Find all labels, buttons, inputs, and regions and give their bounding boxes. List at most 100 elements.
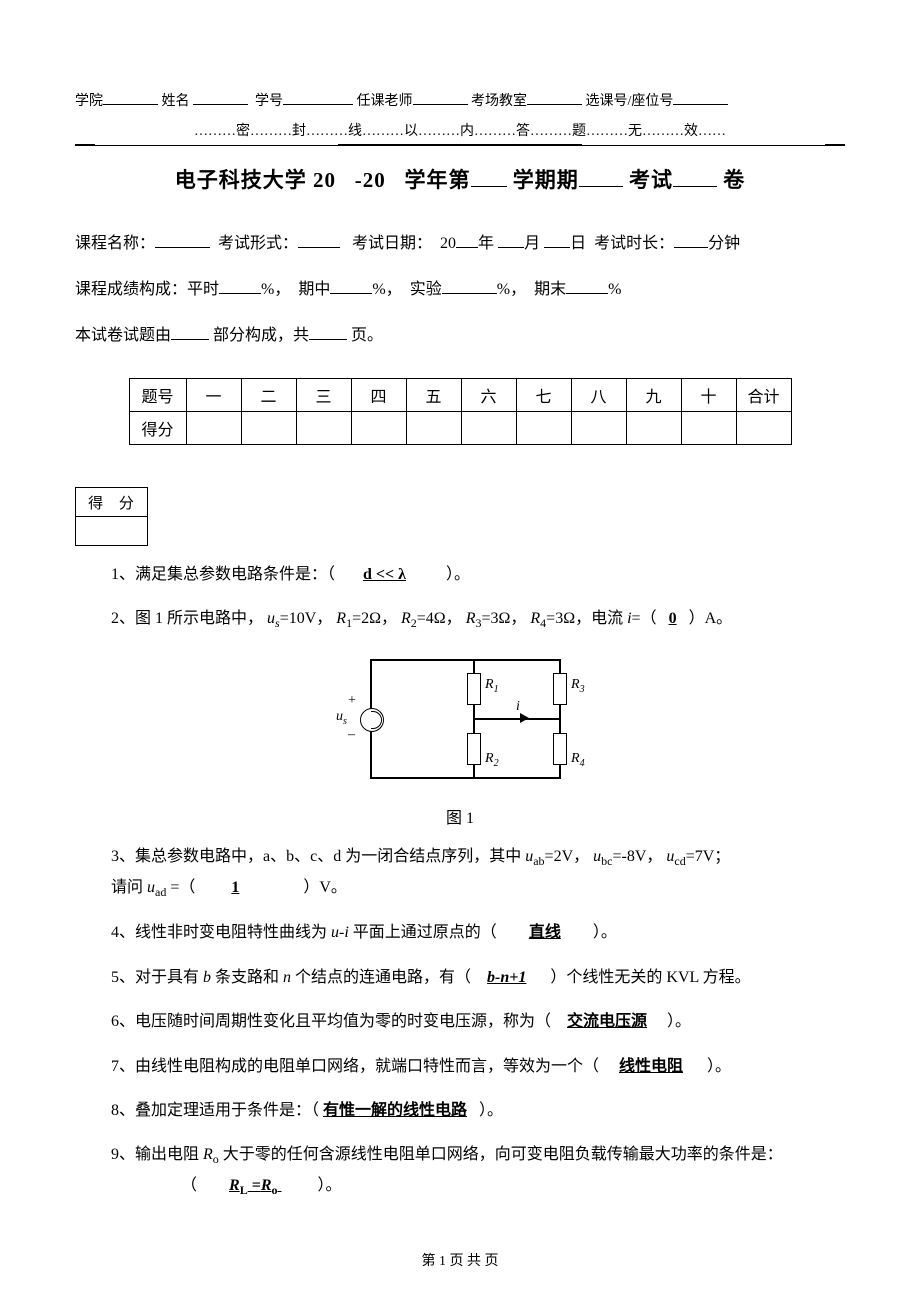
q2-text: 2、图 1 所示电路中， bbox=[111, 610, 263, 627]
q2-us-val: =10V， bbox=[280, 610, 333, 627]
q3-ubc-s: bc bbox=[601, 855, 612, 869]
meta-lab: 实验 bbox=[410, 281, 442, 298]
q3-answer: 1 bbox=[231, 879, 239, 896]
score-row-label: 得分 bbox=[129, 412, 186, 445]
score-col: 十 bbox=[681, 379, 736, 412]
score-col: 九 bbox=[626, 379, 681, 412]
score-cell bbox=[241, 412, 296, 445]
resistor-r2-icon bbox=[467, 733, 481, 765]
meta-parts-a: 本试卷试题由 bbox=[75, 327, 171, 344]
score-col: 七 bbox=[516, 379, 571, 412]
score-table: 题号 一 二 三 四 五 六 七 八 九 十 合计 得分 bbox=[129, 378, 792, 445]
q4-ui: u-i bbox=[331, 924, 349, 941]
q4-answer: 直线 bbox=[529, 924, 561, 941]
label-r1: R1 bbox=[485, 677, 499, 695]
score-cell bbox=[406, 412, 461, 445]
score-col: 三 bbox=[296, 379, 351, 412]
meta-minutes: 分钟 bbox=[708, 235, 740, 252]
question-8: 8、叠加定理适用于条件是：（ 有惟一解的线性电路 ）。 bbox=[111, 1096, 845, 1126]
q2-r3-val: =3Ω， bbox=[481, 610, 526, 627]
q9-ro: R bbox=[203, 1146, 213, 1163]
seal-line: ………密………封………线………以………内………答………题………无………效…… bbox=[75, 120, 845, 140]
q2-r2-val: =4Ω， bbox=[417, 610, 462, 627]
q2-r4: R bbox=[530, 610, 540, 627]
question-7: 7、由线性电阻构成的电阻单口网络，就端口特性而言，等效为一个（ 线性电阻 ）。 bbox=[111, 1052, 845, 1082]
q3-uab-v: =2V， bbox=[545, 848, 590, 865]
q2-text-end: ）A。 bbox=[689, 610, 733, 627]
score-box-cell bbox=[76, 517, 148, 546]
question-5: 5、对于具有 b 条支路和 n 个结点的连通电路，有（ b-n+1 ）个线性无关… bbox=[111, 963, 845, 993]
q2-answer: 0 bbox=[669, 610, 677, 627]
score-col: 六 bbox=[461, 379, 516, 412]
title-t2: 学期期 bbox=[513, 168, 579, 192]
q3-paren: =（ bbox=[170, 879, 195, 896]
pct3: %， bbox=[497, 281, 526, 298]
q3-ubc: u bbox=[593, 848, 601, 865]
q4-text-end: ）。 bbox=[593, 924, 617, 941]
q9-paren-open: （ bbox=[181, 1177, 197, 1194]
q2-r2: R bbox=[401, 610, 411, 627]
q3-text: 3、集总参数电路中，a、b、c、d 为一闭合结点序列，其中 bbox=[111, 848, 525, 865]
score-cell bbox=[626, 412, 681, 445]
score-cell bbox=[461, 412, 516, 445]
question-2: 2、图 1 所示电路中， us=10V， R1=2Ω， R2=4Ω， R3=3Ω… bbox=[111, 604, 845, 635]
q4-text-b: 平面上通过原点的（ bbox=[353, 924, 497, 941]
q5-text-b: 条支路和 bbox=[215, 969, 283, 986]
meta-course: 课程名称： bbox=[75, 235, 155, 252]
meta-parts-c: 页。 bbox=[351, 327, 383, 344]
q9-answer: RL =Ro bbox=[229, 1177, 281, 1194]
q5-n: n bbox=[283, 969, 291, 986]
meta-day: 日 bbox=[570, 235, 586, 252]
q2-r4-val: =3Ω，电流 bbox=[546, 610, 627, 627]
q2-paren: =（ bbox=[632, 610, 657, 627]
pct1: %， bbox=[261, 281, 290, 298]
q9-ro-s: o bbox=[213, 1152, 219, 1166]
minus-icon: – bbox=[348, 727, 355, 743]
question-4: 4、线性非时变电阻特性曲线为 u-i 平面上通过原点的（ 直线 ）。 bbox=[111, 918, 845, 948]
q7-answer: 线性电阻 bbox=[619, 1058, 683, 1075]
resistor-r1-icon bbox=[467, 673, 481, 705]
q3-ucd-v: =7V； bbox=[686, 848, 731, 865]
q5-answer: b-n+1 bbox=[487, 969, 526, 986]
arrow-icon bbox=[520, 713, 529, 723]
meta-month: 月 bbox=[524, 235, 540, 252]
score-cell bbox=[351, 412, 406, 445]
q1-text-end: ）。 bbox=[446, 566, 470, 583]
q3-uab-s: ab bbox=[533, 855, 544, 869]
score-col: 八 bbox=[571, 379, 626, 412]
q2-r3: R bbox=[466, 610, 476, 627]
title-prefix: 电子科技大学 20 bbox=[175, 168, 336, 192]
score-col-label: 题号 bbox=[129, 379, 186, 412]
resistor-r4-icon bbox=[553, 733, 567, 765]
resistor-r3-icon bbox=[553, 673, 567, 705]
score-box-label: 得 分 bbox=[76, 488, 148, 517]
question-3: 3、集总参数电路中，a、b、c、d 为一闭合结点序列，其中 uab=2V， ub… bbox=[111, 842, 845, 904]
hdr-name: 姓名 bbox=[162, 94, 190, 109]
meta-duration: 考试时长： bbox=[594, 235, 674, 252]
q7-text-end: ）。 bbox=[707, 1058, 731, 1075]
q9-text-b: 大于零的任何含源线性电阻单口网络，向可变电阻负载传输最大功率的条件是： bbox=[223, 1146, 783, 1163]
page-title: 电子科技大学 20 -20 学年第 学期期 考试 卷 bbox=[75, 164, 845, 194]
q1-answer: d << λ bbox=[363, 566, 406, 583]
circuit-diagram: + – us R1 R2 R3 bbox=[330, 649, 590, 789]
q3-ubc-v: =-8V， bbox=[612, 848, 662, 865]
q7-text: 7、由线性电阻构成的电阻单口网络，就端口特性而言，等效为一个（ bbox=[111, 1058, 599, 1075]
score-col: 二 bbox=[241, 379, 296, 412]
figure-1: + – us R1 R2 R3 bbox=[75, 649, 845, 794]
title-t4: 卷 bbox=[723, 168, 745, 192]
pct4: % bbox=[608, 281, 621, 298]
q3-uad: u bbox=[147, 879, 155, 896]
divider bbox=[75, 144, 845, 146]
label-r4: R4 bbox=[571, 751, 585, 769]
q3-text-end: ）V。 bbox=[303, 879, 347, 896]
q5-b: b bbox=[203, 969, 211, 986]
meta-line-1: 课程名称： 考试形式： 考试日期： 20年 月 日 考试时长：分钟 bbox=[75, 228, 845, 260]
q9-line2: （ RL =Ro ）。 bbox=[181, 1177, 342, 1194]
meta-line-3: 本试卷试题由 部分构成，共 页。 bbox=[75, 320, 845, 352]
q2-us: u bbox=[267, 610, 275, 627]
pct2: %， bbox=[372, 281, 401, 298]
meta-usual: 课程成绩构成：平时 bbox=[75, 281, 219, 298]
q8-answer: 有惟一解的线性电路 bbox=[323, 1102, 467, 1119]
hdr-room: 考场教室 bbox=[471, 94, 527, 109]
meta-final: 期末 bbox=[534, 281, 566, 298]
